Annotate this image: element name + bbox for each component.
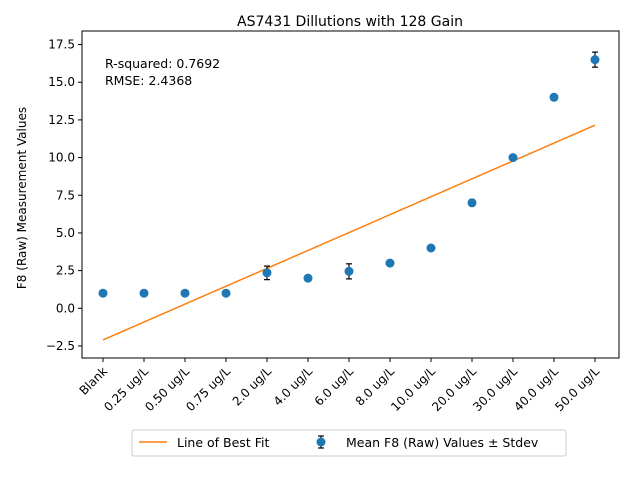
y-tick-label: 12.5 — [48, 113, 75, 127]
legend-swatch-mean — [316, 435, 326, 449]
x-tick-label: Blank — [77, 364, 111, 398]
data-point — [426, 243, 436, 253]
y-tick-label: 17.5 — [48, 38, 75, 52]
legend-label-mean: Mean F8 (Raw) Values ± Stdev — [346, 435, 539, 450]
annotation: R-squared: 0.7692 RMSE: 2.4368 — [105, 56, 220, 88]
data-point — [221, 288, 231, 298]
y-tick-label: 5.0 — [56, 226, 75, 240]
y-tick-label: 2.5 — [56, 264, 75, 278]
legend-label-fit-line: Line of Best Fit — [177, 435, 269, 450]
y-tick-label: 7.5 — [56, 188, 75, 202]
y-tick-label: 0.0 — [56, 301, 75, 315]
plot-frame — [81, 30, 620, 359]
data-point — [98, 288, 108, 298]
y-tick-label: −2.5 — [46, 339, 75, 353]
legend: Line of Best Fit Mean F8 (Raw) Values ± … — [131, 429, 567, 457]
y-axis: −2.5 0.0 2.5 5.0 7.5 10.0 12.5 15.0 17.5 — [46, 38, 82, 353]
data-point — [180, 288, 190, 298]
data-point — [385, 258, 395, 268]
annotation-rmse: RMSE: 2.4368 — [105, 73, 192, 88]
data-point — [344, 266, 354, 276]
annotation-r-squared: R-squared: 0.7692 — [105, 56, 220, 71]
x-tick-label: 0.75 ug/L — [183, 364, 233, 414]
y-tick-label: 10.0 — [48, 151, 75, 165]
plot-area — [82, 31, 619, 358]
data-point — [467, 198, 477, 208]
chart-title: AS7431 Dillutions with 128 Gain — [237, 14, 463, 30]
y-axis-label: F8 (Raw) Measurement Values — [15, 107, 29, 289]
legend-box — [131, 429, 567, 457]
x-tick-label: 4.0 ug/L — [271, 364, 316, 409]
data-point — [262, 268, 272, 278]
points-layer — [98, 55, 600, 298]
x-tick-label: 6.0 ug/L — [312, 364, 357, 409]
data-point — [303, 273, 313, 283]
y-tick-label: 15.0 — [48, 75, 75, 89]
x-tick-label: 50.0 ug/L — [552, 364, 602, 414]
x-tick-label: 2.0 ug/L — [230, 364, 275, 409]
data-point — [139, 288, 149, 298]
legend-dot-mean — [316, 437, 326, 447]
data-point — [549, 92, 559, 102]
data-point — [590, 55, 600, 65]
data-point — [508, 153, 518, 163]
